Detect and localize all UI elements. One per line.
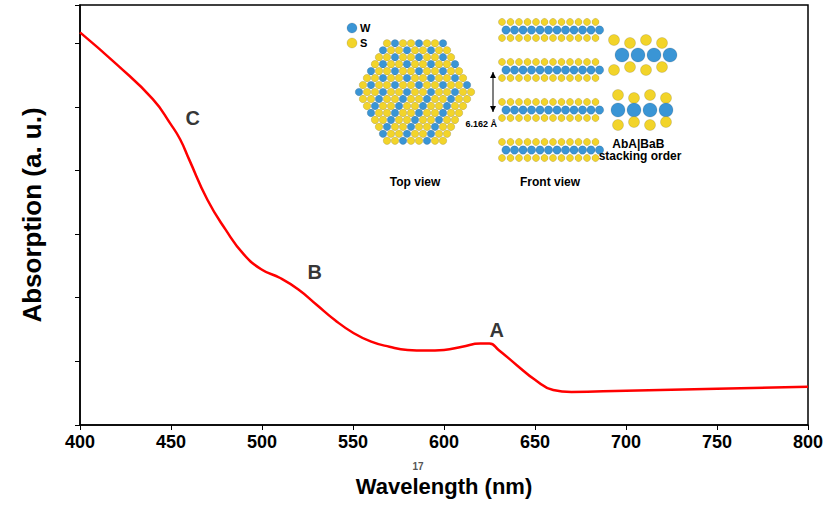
svg-text:S: S [360, 37, 367, 49]
svg-text:A: A [490, 319, 504, 341]
svg-text:500: 500 [247, 432, 277, 452]
svg-text:700: 700 [611, 432, 641, 452]
svg-text:650: 650 [520, 432, 550, 452]
svg-text:C: C [186, 107, 200, 129]
svg-text:AbA|BaB: AbA|BaB [612, 137, 668, 151]
svg-text:Front view: Front view [520, 175, 581, 189]
svg-text:B: B [308, 261, 322, 283]
svg-text:600: 600 [429, 432, 459, 452]
svg-text:Top view: Top view [390, 175, 441, 189]
svg-text:750: 750 [702, 432, 732, 452]
svg-text:stacking order: stacking order [599, 149, 682, 163]
svg-text:17: 17 [412, 461, 424, 472]
svg-text:Wavelength (nm): Wavelength (nm) [356, 474, 532, 499]
svg-text:W: W [360, 22, 371, 34]
svg-text:550: 550 [338, 432, 368, 452]
svg-text:400: 400 [65, 432, 95, 452]
svg-text:450: 450 [156, 432, 186, 452]
svg-text:800: 800 [793, 432, 823, 452]
svg-text:Absorption (a. u.): Absorption (a. u.) [17, 107, 47, 322]
svg-text:6.162 Å: 6.162 Å [465, 119, 497, 129]
